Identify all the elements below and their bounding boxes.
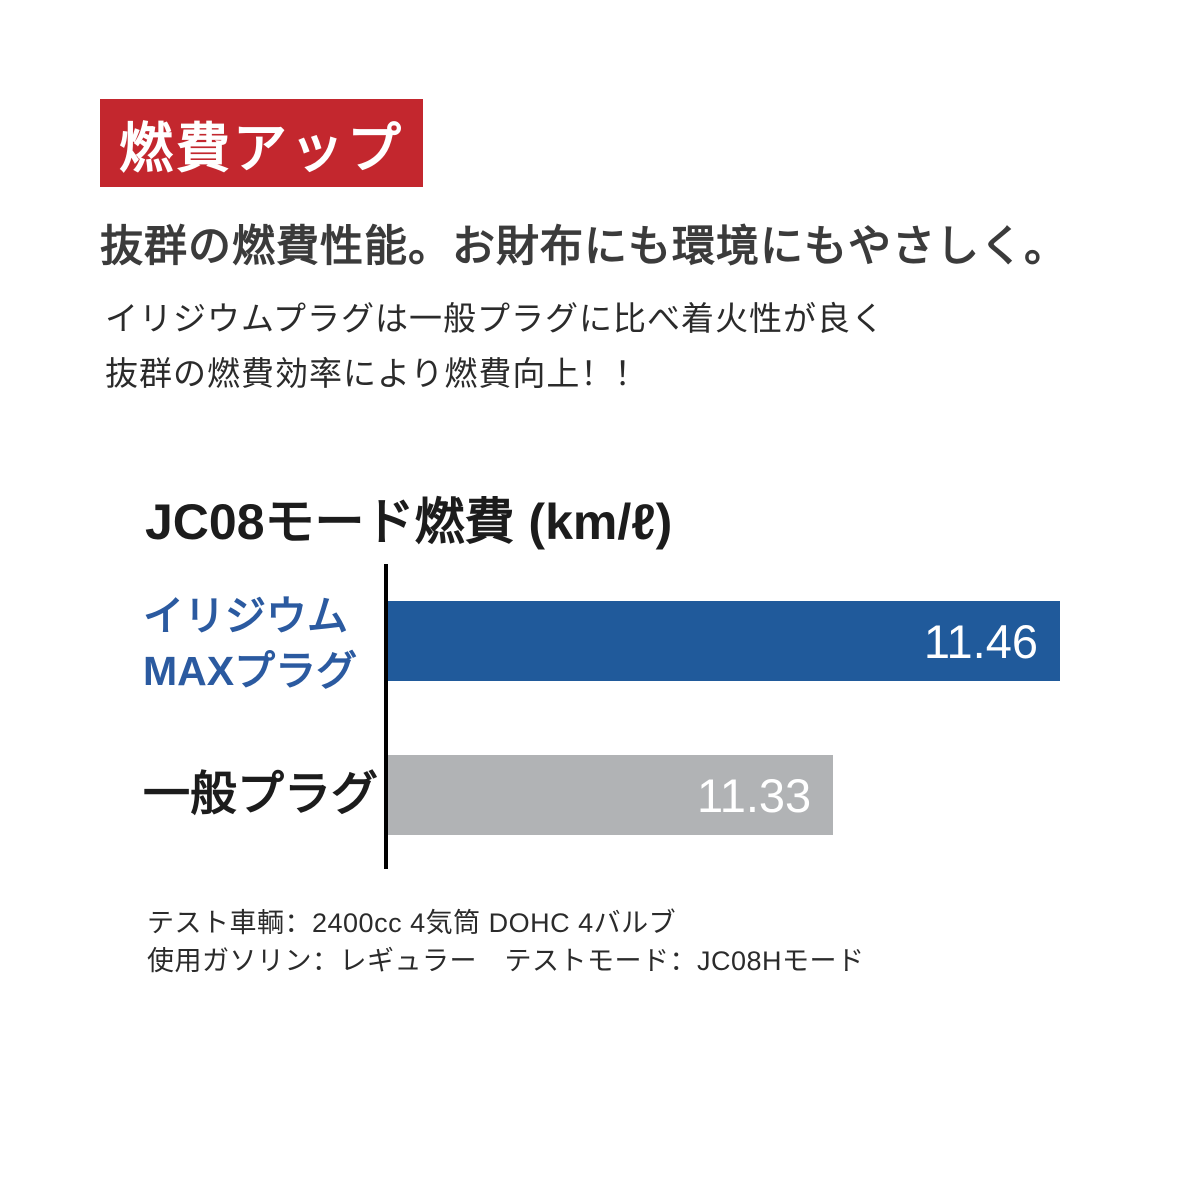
fuel-up-badge-label: 燃費アップ [119, 118, 404, 179]
test-vehicle-note: テスト車輌：2400cc 4気筒 DOHC 4バルブ [147, 908, 677, 938]
bar-iridium-max-plug: 11.46 [388, 601, 1060, 681]
bar-label-standard-plug: 一般プラグ [143, 770, 378, 817]
fuel-up-badge: 燃費アップ [100, 99, 423, 187]
chart-title: JC08モード燃費 (km/ℓ) [145, 494, 673, 550]
bar-label-line: MAXプラグ [143, 648, 358, 694]
body-text-line-1: イリジウムプラグは一般プラグに比べ着火性が良く [105, 300, 886, 337]
bar-label-line: 一般プラグ [143, 767, 378, 820]
body-text-line-2: 抜群の燃費効率により燃費向上！！ [105, 355, 649, 392]
bar-value-standard-plug: 11.33 [697, 768, 812, 822]
bar-value-iridium-max-plug: 11.46 [923, 614, 1038, 668]
bar-chart-plot-area: 11.46 11.33 [388, 564, 1088, 869]
y-axis-line [384, 564, 388, 869]
bar-label-iridium-max-plug: イリジウム MAXプラグ [143, 589, 357, 699]
headline: 抜群の燃費性能。お財布にも環境にもやさしく。 [100, 223, 1068, 271]
bar-label-line: イリジウム [143, 593, 348, 639]
test-fuel-mode-note: 使用ガソリン：レギュラー テストモード：JC08Hモード [147, 946, 865, 976]
bar-standard-plug: 11.33 [388, 755, 834, 835]
